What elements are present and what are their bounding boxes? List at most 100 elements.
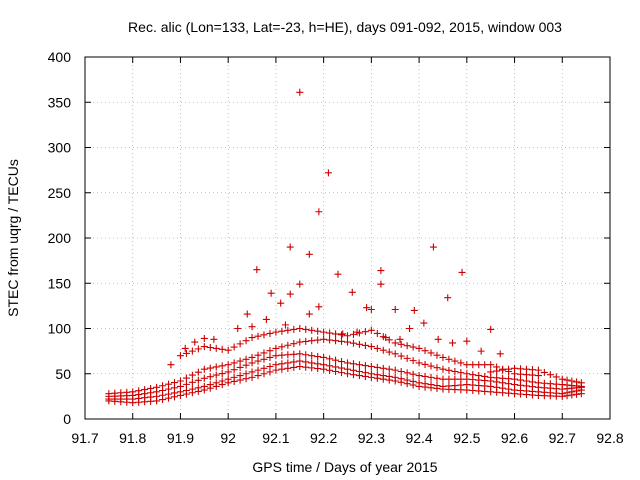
data-point bbox=[391, 350, 399, 358]
data-point bbox=[296, 338, 304, 346]
data-point bbox=[200, 334, 208, 342]
data-point bbox=[248, 359, 256, 367]
data-point bbox=[167, 361, 175, 369]
data-point bbox=[344, 359, 351, 367]
plot-frame bbox=[84, 56, 611, 420]
data-point bbox=[147, 397, 155, 405]
data-point bbox=[243, 310, 251, 318]
data-point bbox=[260, 370, 268, 378]
data-point bbox=[338, 331, 346, 339]
data-point bbox=[385, 348, 393, 356]
data-point bbox=[409, 357, 417, 365]
data-point bbox=[339, 330, 347, 338]
data-point bbox=[367, 363, 375, 371]
data-point bbox=[511, 364, 519, 372]
x-tick-label: 92.2 bbox=[310, 430, 337, 446]
data-point bbox=[505, 389, 513, 397]
data-point bbox=[302, 351, 310, 359]
data-point bbox=[248, 373, 256, 381]
data-point bbox=[391, 305, 399, 313]
data-point bbox=[427, 373, 435, 381]
data-point bbox=[194, 368, 202, 376]
data-point bbox=[355, 372, 363, 380]
chart-title: Rec. alic (Lon=133, Lat=-23, h=HE), days… bbox=[128, 19, 562, 35]
data-point bbox=[332, 337, 340, 345]
y-tick-label: 350 bbox=[48, 94, 72, 110]
data-point bbox=[373, 344, 381, 352]
data-point bbox=[469, 386, 477, 394]
data-point bbox=[308, 352, 316, 360]
data-point bbox=[348, 288, 356, 296]
data-point bbox=[361, 328, 369, 336]
data-point bbox=[278, 327, 286, 335]
data-point bbox=[236, 357, 244, 365]
data-point bbox=[420, 319, 428, 327]
data-point bbox=[242, 361, 250, 369]
data-point bbox=[511, 390, 519, 398]
data-point bbox=[111, 397, 119, 405]
data-point bbox=[433, 374, 441, 382]
data-point bbox=[534, 366, 542, 374]
data-point bbox=[212, 371, 220, 379]
data-point bbox=[206, 364, 214, 372]
data-point bbox=[326, 355, 334, 363]
y-tick-label: 100 bbox=[48, 321, 72, 337]
data-point bbox=[170, 393, 178, 401]
data-point bbox=[254, 351, 262, 359]
data-point bbox=[429, 243, 437, 251]
data-point bbox=[200, 365, 208, 373]
data-point bbox=[230, 359, 238, 367]
data-point bbox=[577, 379, 585, 387]
data-point bbox=[176, 352, 184, 360]
data-point bbox=[444, 294, 452, 302]
data-point bbox=[344, 338, 351, 346]
data-point bbox=[496, 350, 504, 358]
data-point bbox=[349, 371, 357, 379]
x-tick-label: 91.9 bbox=[167, 430, 194, 446]
data-point bbox=[234, 325, 242, 332]
x-tick-label: 92.4 bbox=[405, 430, 432, 446]
data-point bbox=[200, 343, 208, 351]
data-point bbox=[445, 355, 453, 363]
data-point bbox=[260, 331, 268, 339]
data-point bbox=[546, 371, 554, 379]
data-point bbox=[272, 366, 280, 374]
data-point bbox=[248, 334, 256, 342]
data-point bbox=[355, 361, 363, 369]
data-point bbox=[403, 369, 411, 377]
data-point bbox=[286, 290, 294, 298]
data-point bbox=[409, 343, 417, 351]
data-point bbox=[281, 321, 289, 329]
data-point bbox=[105, 397, 113, 405]
data-point bbox=[338, 337, 346, 345]
data-point bbox=[332, 367, 340, 375]
data-point bbox=[188, 371, 196, 379]
data-point bbox=[248, 323, 256, 331]
data-point bbox=[349, 330, 357, 338]
data-point bbox=[558, 392, 566, 400]
x-tick-label: 92 bbox=[220, 430, 236, 446]
data-point bbox=[308, 337, 316, 345]
data-point bbox=[568, 377, 576, 385]
y-tick-label: 150 bbox=[48, 275, 72, 291]
data-point bbox=[218, 362, 226, 370]
data-point bbox=[451, 386, 459, 394]
data-point bbox=[573, 378, 581, 386]
data-point bbox=[284, 341, 292, 349]
data-point bbox=[457, 375, 465, 383]
data-point bbox=[403, 342, 411, 350]
data-point bbox=[188, 378, 196, 386]
data-point bbox=[563, 376, 571, 384]
data-point bbox=[123, 398, 131, 406]
data-point bbox=[499, 389, 507, 397]
data-point bbox=[385, 365, 393, 373]
data-point bbox=[224, 346, 232, 354]
data-point bbox=[349, 339, 357, 347]
data-point bbox=[334, 270, 342, 278]
data-point bbox=[266, 353, 274, 361]
data-point bbox=[278, 351, 286, 359]
data-point bbox=[260, 355, 268, 363]
data-point bbox=[266, 329, 274, 337]
data-point bbox=[540, 368, 548, 376]
